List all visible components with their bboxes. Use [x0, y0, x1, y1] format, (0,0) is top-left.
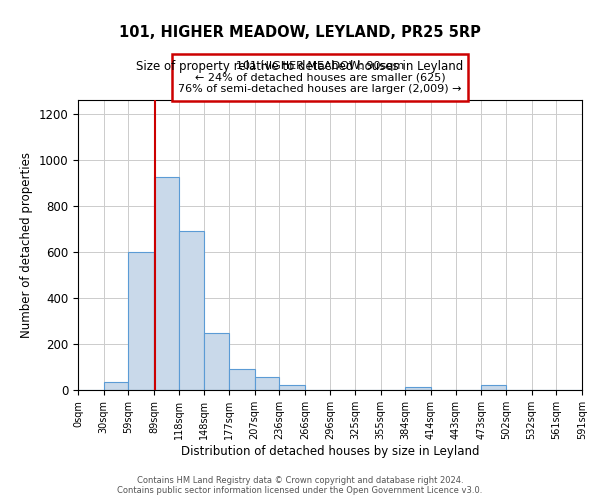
Bar [254, 378, 279, 390]
Bar [406, 386, 431, 390]
Bar [154, 177, 179, 390]
Text: Contains HM Land Registry data © Crown copyright and database right 2024.
Contai: Contains HM Land Registry data © Crown c… [118, 476, 482, 495]
Bar [481, 386, 506, 390]
Text: 101, HIGHER MEADOW, LEYLAND, PR25 5RP: 101, HIGHER MEADOW, LEYLAND, PR25 5RP [119, 25, 481, 40]
Y-axis label: Number of detached properties: Number of detached properties [20, 152, 33, 338]
Bar [179, 231, 204, 390]
Bar [279, 386, 305, 390]
Bar [204, 333, 229, 390]
Text: Size of property relative to detached houses in Leyland: Size of property relative to detached ho… [136, 60, 464, 73]
Bar [104, 382, 128, 390]
Bar [229, 370, 254, 390]
Text: 101 HIGHER MEADOW: 90sqm
← 24% of detached houses are smaller (625)
76% of semi-: 101 HIGHER MEADOW: 90sqm ← 24% of detach… [178, 61, 461, 94]
Bar [128, 252, 154, 390]
X-axis label: Distribution of detached houses by size in Leyland: Distribution of detached houses by size … [181, 444, 479, 458]
